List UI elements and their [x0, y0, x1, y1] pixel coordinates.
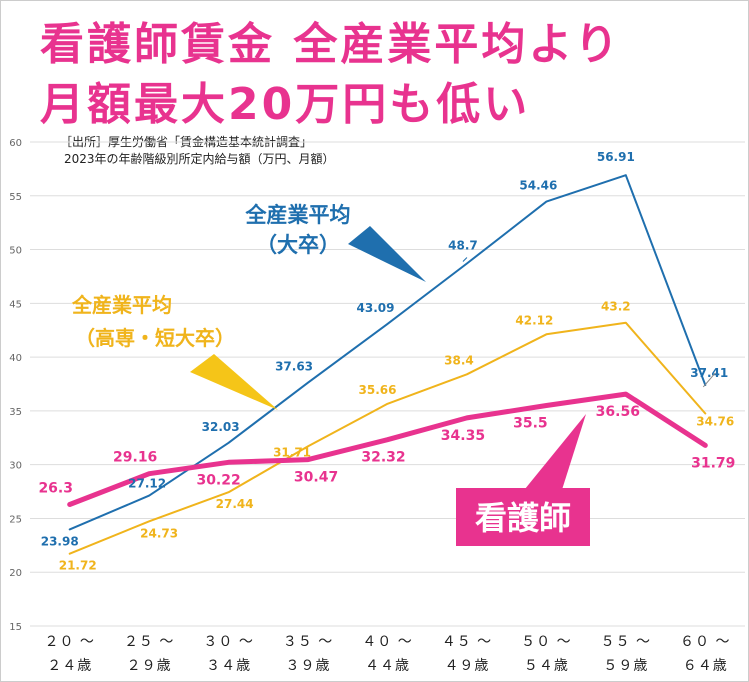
annotation-nurse-label: 看護師 — [475, 499, 571, 537]
x-tick-label: ４９歳 — [444, 658, 489, 674]
series-line-nurse — [67, 391, 708, 507]
data-label-nurse: 32.32 — [361, 450, 405, 466]
x-tick-label: ２５ ～ — [124, 634, 174, 650]
x-tick-label: ４５ ～ — [442, 634, 492, 650]
data-label-univ: 48.7 — [448, 239, 478, 253]
data-label-nurse: 29.16 — [113, 450, 157, 466]
title-line-2: 月額最大20万円も低い — [40, 79, 531, 130]
data-label-nurse: 36.56 — [596, 404, 640, 420]
source-line-2: 2023年の年齢階級別所定内給与額（万円、月額） — [64, 152, 335, 166]
x-tick-label: ３０ ～ — [203, 634, 253, 650]
data-label-univ: 32.03 — [202, 420, 240, 434]
y-tick-label: 20 — [9, 568, 22, 579]
data-label-nurse: 26.3 — [38, 480, 73, 496]
data-label-college: 34.76 — [696, 414, 734, 428]
y-tick-label: 45 — [9, 299, 22, 310]
data-label-college: 38.4 — [444, 353, 474, 367]
data-label-univ: 37.63 — [275, 360, 313, 374]
data-label-college: 24.73 — [140, 526, 178, 540]
x-tick-label: ４０ ～ — [362, 634, 412, 650]
series-line-univ — [68, 174, 707, 531]
y-tick-label: 60 — [9, 138, 22, 149]
y-tick-label: 55 — [9, 192, 22, 203]
data-label-nurse: 30.22 — [196, 472, 240, 488]
x-tick-label: ４４歳 — [365, 658, 410, 674]
x-tick-label: ５５ ～ — [601, 634, 651, 650]
data-label-univ: 37.41 — [690, 366, 728, 380]
x-tick-label: ５４歳 — [524, 658, 569, 674]
y-tick-label: 30 — [9, 461, 22, 472]
annotation-nurse-pointer — [516, 414, 586, 500]
annotation-univ-line1: 全産業平均 — [245, 203, 351, 227]
y-tick-label: 35 — [9, 407, 22, 418]
data-label-college: 35.66 — [359, 383, 397, 397]
data-label-nurse: 35.5 — [513, 416, 548, 432]
x-tick-label: ３９歳 — [286, 658, 331, 674]
x-tick-label: ３５ ～ — [283, 634, 333, 650]
annotation-college-line2: （高専・短大卒） — [75, 326, 235, 350]
data-label-univ: 27.12 — [128, 477, 166, 491]
y-tick-label: 15 — [9, 622, 22, 633]
data-label-college: 27.44 — [216, 497, 254, 511]
data-label-univ: 43.09 — [357, 301, 395, 315]
x-tick-label: ２９歳 — [127, 658, 172, 674]
data-label-nurse: 30.47 — [294, 470, 338, 486]
x-tick-label: ２４歳 — [47, 658, 92, 674]
data-label-college: 31.71 — [273, 445, 311, 459]
data-label-univ: 54.46 — [519, 179, 557, 193]
annotation-nurse-box — [456, 488, 590, 546]
leader-line — [462, 257, 468, 262]
title-line-1: 看護師賃金 全産業平均より — [40, 19, 622, 70]
data-label-college: 43.2 — [601, 300, 631, 314]
data-label-nurse: 34.35 — [441, 428, 485, 444]
x-tick-label: ５９歳 — [603, 658, 648, 674]
x-tick-label: ６０ ～ — [680, 634, 730, 650]
data-label-univ: 23.98 — [41, 534, 79, 548]
x-tick-label: ５０ ～ — [521, 634, 571, 650]
data-label-college: 42.12 — [515, 313, 553, 327]
x-tick-label: ３４歳 — [206, 658, 251, 674]
annotation-univ-arrow — [348, 226, 426, 282]
y-tick-label: 50 — [9, 246, 22, 257]
x-tick-label: ６４歳 — [683, 658, 728, 674]
y-tick-label: 40 — [9, 353, 22, 364]
leader-line — [702, 372, 716, 388]
annotation-college-arrow — [190, 354, 278, 410]
data-label-nurse: 31.79 — [691, 455, 735, 471]
y-tick-label: 25 — [9, 514, 22, 525]
annotation-univ-line2: （大卒） — [256, 233, 340, 257]
series-line-college — [68, 321, 707, 555]
data-label-univ: 56.91 — [597, 150, 635, 164]
x-tick-label: ２０ ～ — [44, 634, 94, 650]
annotation-college-line1: 全産業平均 — [71, 293, 172, 317]
data-label-college: 21.72 — [59, 559, 97, 573]
